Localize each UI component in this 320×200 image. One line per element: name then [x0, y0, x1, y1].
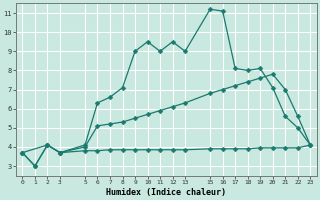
X-axis label: Humidex (Indice chaleur): Humidex (Indice chaleur) [106, 188, 226, 197]
